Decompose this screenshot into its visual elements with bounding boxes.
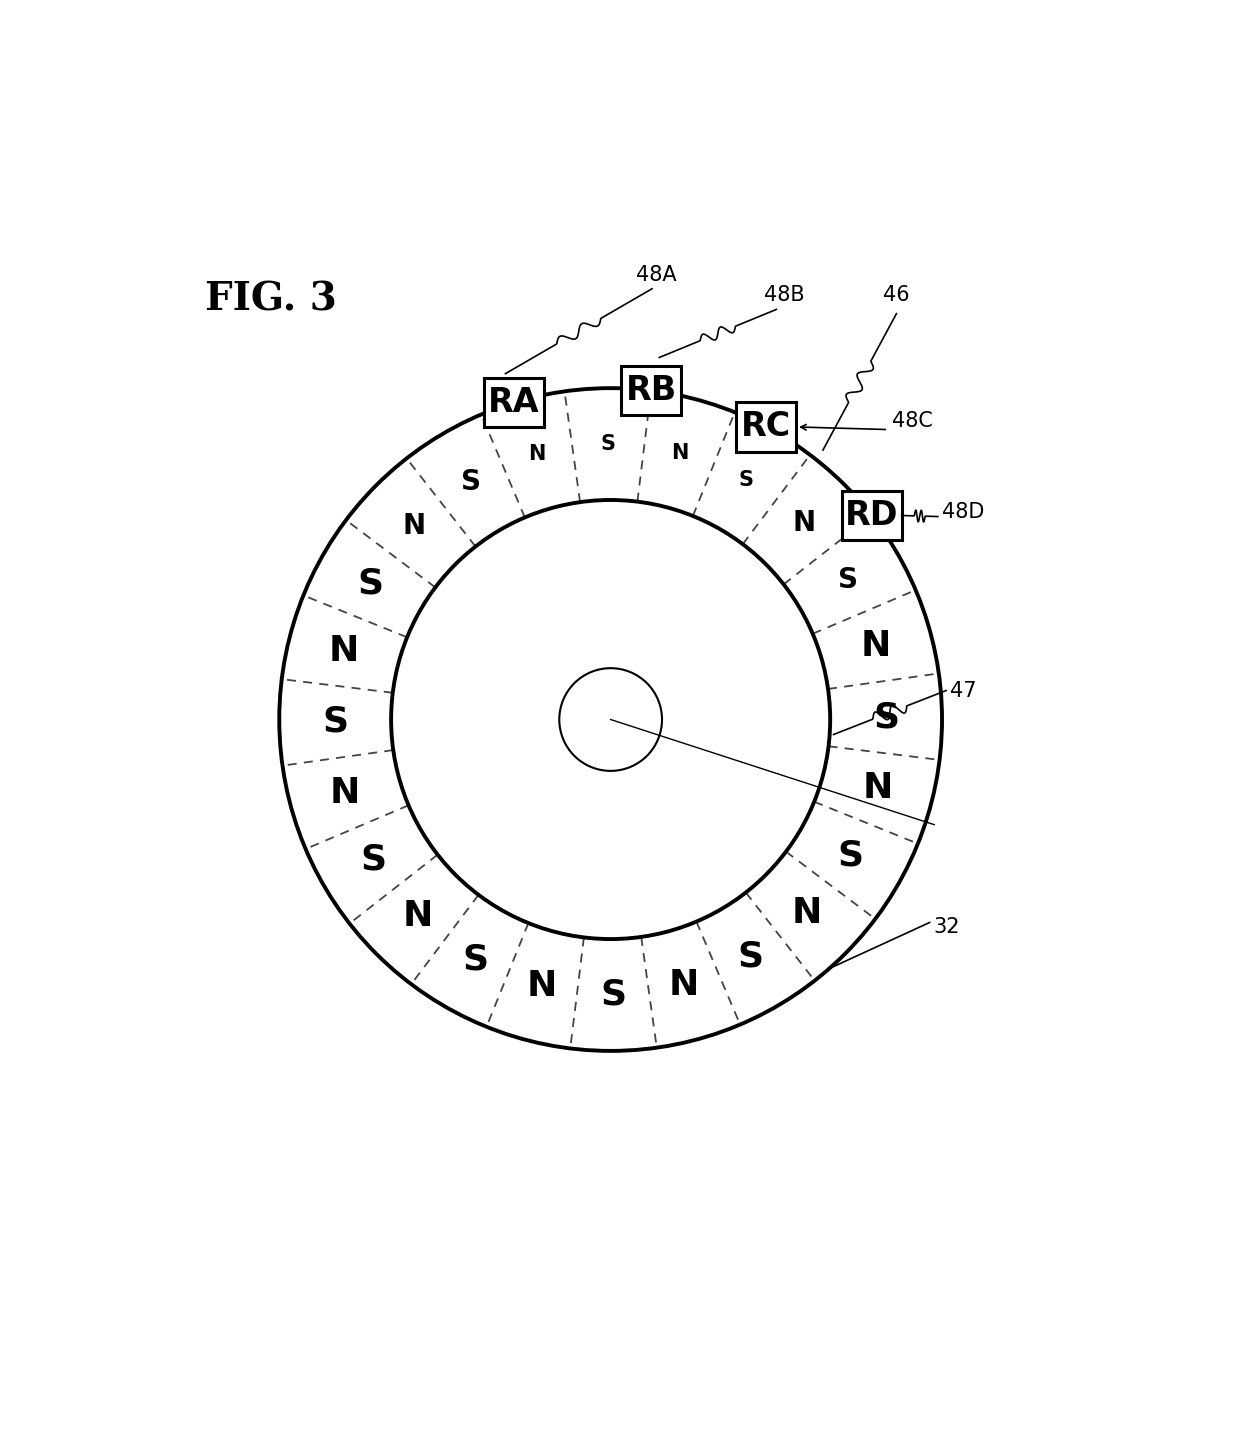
Text: RC: RC	[742, 410, 791, 443]
Text: S: S	[739, 470, 754, 490]
Text: RD: RD	[844, 499, 899, 532]
Text: S: S	[361, 843, 387, 877]
Text: 48C: 48C	[893, 411, 934, 431]
Text: 47: 47	[950, 681, 977, 701]
Text: S: S	[838, 566, 858, 593]
Text: S: S	[600, 977, 626, 1012]
FancyBboxPatch shape	[484, 378, 543, 427]
Text: FIG. 3: FIG. 3	[205, 281, 336, 318]
Text: N: N	[671, 443, 688, 463]
Text: N: N	[403, 513, 425, 540]
Text: S: S	[463, 943, 489, 976]
Text: N: N	[861, 629, 892, 663]
Text: N: N	[527, 969, 557, 1003]
Text: N: N	[330, 777, 361, 810]
Text: RB: RB	[625, 374, 677, 407]
FancyBboxPatch shape	[842, 490, 901, 540]
Circle shape	[391, 500, 831, 939]
Text: S: S	[837, 838, 863, 873]
Text: 48D: 48D	[942, 503, 985, 523]
Text: 48A: 48A	[636, 265, 677, 285]
Wedge shape	[279, 388, 942, 1050]
Text: N: N	[862, 771, 893, 805]
Text: 46: 46	[883, 285, 910, 305]
Text: N: N	[528, 444, 546, 464]
FancyBboxPatch shape	[621, 365, 681, 416]
Text: N: N	[670, 967, 699, 1002]
Text: S: S	[322, 705, 348, 739]
Text: S: S	[738, 940, 764, 974]
Text: S: S	[461, 469, 481, 496]
Text: S: S	[873, 701, 899, 734]
Text: S: S	[358, 567, 384, 600]
Text: N: N	[403, 898, 433, 933]
Text: N: N	[329, 633, 360, 668]
Text: N: N	[792, 509, 815, 537]
Text: 48B: 48B	[764, 285, 805, 305]
Text: RA: RA	[489, 385, 539, 418]
Text: N: N	[792, 896, 822, 930]
FancyBboxPatch shape	[737, 403, 796, 451]
Text: 32: 32	[934, 917, 960, 937]
Text: S: S	[600, 434, 616, 454]
